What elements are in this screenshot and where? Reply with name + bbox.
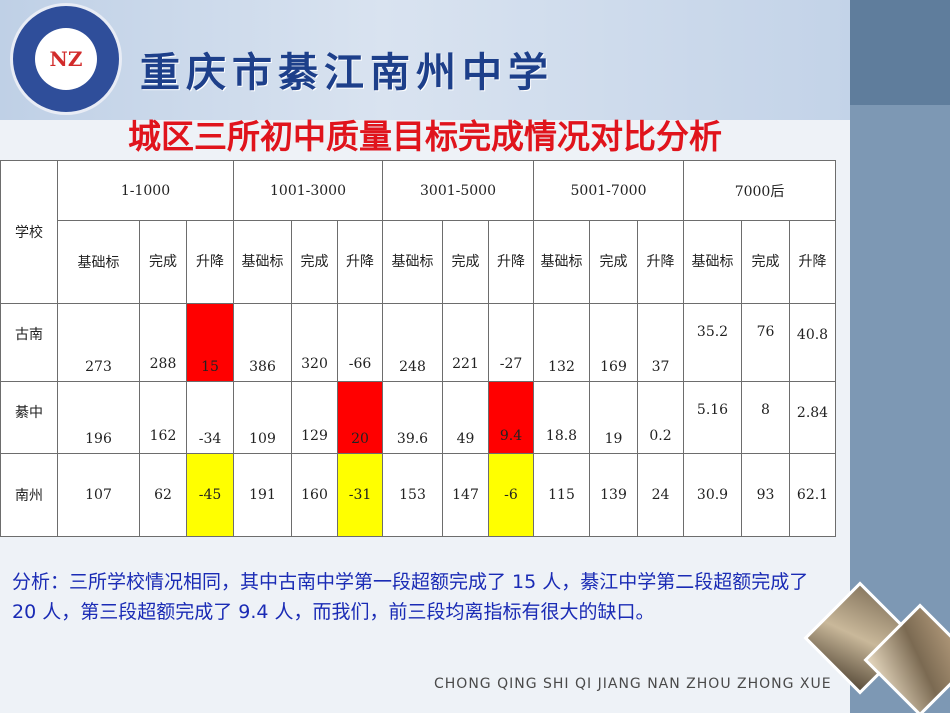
school-name: 重庆市綦江南州中学 (140, 49, 554, 96)
table-cell: 49 (442, 381, 489, 454)
table-cell: 273 (57, 303, 140, 382)
sub-header: 基础标 (683, 220, 742, 304)
school-header: 学校 (0, 160, 58, 304)
table-cell-highlight: -45 (186, 453, 234, 537)
table-cell: 139 (589, 453, 638, 537)
table-cell: 191 (233, 453, 292, 537)
table-cell: 196 (57, 381, 140, 454)
sub-header: 完成 (589, 220, 638, 304)
table-cell: -66 (337, 303, 383, 382)
table-cell: 129 (291, 381, 338, 454)
school-name-cell: 古南 (0, 303, 58, 382)
slide-title: 城区三所初中质量目标完成情况对比分析 (128, 117, 722, 156)
table-cell: 8 (741, 381, 790, 454)
table-cell: 30.9 (683, 453, 742, 537)
table-cell: 62 (139, 453, 187, 537)
table-cell: 288 (139, 303, 187, 382)
table-cell: 2.84 (788, 381, 837, 454)
band-header: 5001-7000 (533, 160, 684, 221)
table-cell: 160 (291, 453, 338, 537)
table-cell: 221 (442, 303, 489, 382)
band-header: 3001-5000 (382, 160, 534, 221)
table-cell-highlight: -6 (488, 453, 534, 537)
sub-header: 基础标 (233, 220, 292, 304)
table-cell: 37 (637, 303, 684, 382)
table-cell: 93 (741, 453, 790, 537)
table-cell: 18.8 (533, 381, 590, 454)
comparison-table: 学校 1-1000 1001-3000 3001-5000 5001-7000 … (0, 160, 837, 537)
table-cell: 162 (139, 381, 187, 454)
table-cell: 320 (291, 303, 338, 382)
table-cell: 62.1 (788, 453, 837, 537)
sub-header: 完成 (442, 220, 489, 304)
sub-header: 升降 (337, 220, 383, 304)
sub-header: 升降 (637, 220, 684, 304)
header-band (0, 0, 850, 120)
sub-header: 基础标 (382, 220, 443, 304)
table-cell: -34 (186, 381, 234, 454)
table-cell: 169 (589, 303, 638, 382)
school-logo-mark: NZ (35, 28, 97, 90)
table-cell: 147 (442, 453, 489, 537)
table-cell: 109 (233, 381, 292, 454)
table-cell: 386 (233, 303, 292, 382)
table-cell: 40.8 (788, 303, 837, 382)
sub-header: 完成 (741, 220, 790, 304)
table-cell: 39.6 (382, 381, 443, 454)
sub-header: 升降 (788, 220, 837, 304)
footer-school-pinyin: CHONG QING SHI QI JIANG NAN ZHOU ZHONG X… (434, 676, 832, 692)
table-cell: 76 (741, 303, 790, 382)
sub-header: 基础标 (533, 220, 590, 304)
table-cell-highlight: 20 (337, 381, 383, 454)
table-cell: 248 (382, 303, 443, 382)
table-cell: -27 (488, 303, 534, 382)
table-cell: 107 (57, 453, 140, 537)
table-cell: 153 (382, 453, 443, 537)
table-cell: 5.16 (683, 381, 742, 454)
table-cell: 115 (533, 453, 590, 537)
table-row: 南州 107 62 -45 191 160 -31 153 147 -6 115… (0, 453, 837, 537)
table-row: 古南 273 288 15 386 320 -66 248 221 -27 13… (0, 303, 837, 382)
table-cell: 132 (533, 303, 590, 382)
sub-header: 完成 (291, 220, 338, 304)
table-cell: 24 (637, 453, 684, 537)
analysis-text: 分析：三所学校情况相同，其中古南中学第一段超额完成了 15 人，綦江中学第二段超… (12, 571, 809, 623)
sub-header: 完成 (139, 220, 187, 304)
school-name-cell: 綦中 (0, 381, 58, 454)
band-header: 1001-3000 (233, 160, 383, 221)
table-cell: 0.2 (637, 381, 684, 454)
table-cell-highlight: 15 (186, 303, 234, 382)
sub-header: 升降 (186, 220, 234, 304)
table-cell-highlight: -31 (337, 453, 383, 537)
table-row: 綦中 196 162 -34 109 129 20 39.6 49 9.4 18… (0, 381, 837, 454)
band-header: 7000后 (682, 160, 837, 221)
school-logo: NZ (10, 3, 122, 115)
sub-header: 基础标 (57, 220, 140, 304)
band-header: 1-1000 (57, 160, 234, 221)
table-cell-highlight: 9.4 (488, 381, 534, 454)
table-cell: 35.2 (683, 303, 742, 382)
table-cell: 19 (589, 381, 638, 454)
school-name-cell: 南州 (0, 453, 58, 537)
sub-header: 升降 (488, 220, 534, 304)
